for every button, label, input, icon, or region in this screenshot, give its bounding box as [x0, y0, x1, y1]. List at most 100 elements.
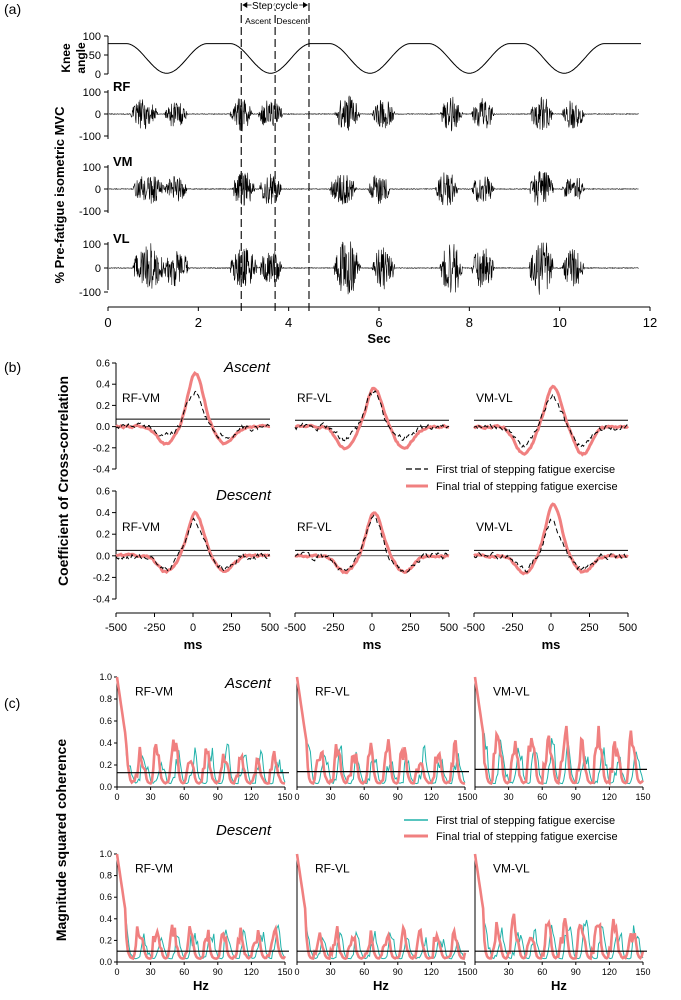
- knee-y-tick-label: 0: [95, 69, 101, 81]
- xcorr-y-tick-label: 0.4: [96, 508, 110, 519]
- xcorr-x-tick-label: 0: [548, 622, 554, 634]
- coh-y-tick-label: 1.0: [99, 672, 112, 682]
- emg-trace-VL: [108, 241, 639, 295]
- coh-pair-label: RF-VM: [135, 685, 173, 699]
- xcorr-y-tick-label: 0.2: [96, 530, 110, 541]
- xcorr-x-tick-label: -500: [105, 622, 127, 634]
- coh-y-tick-label: 0.8: [99, 871, 112, 881]
- coh-x-tick-label: 0: [114, 967, 119, 977]
- panel-a-x-tick-label: 12: [643, 315, 657, 330]
- xcorr-pair-label: VM-VL: [476, 391, 513, 405]
- coh-x-tick-label: 150: [277, 967, 292, 977]
- coh-plot-RF-VM-ascent: 1.0 0.8 0.6 0.4 0.2 0.00 30 60 90 120 150 RF-VM: [99, 672, 292, 802]
- knee-y-tick-label: 50: [89, 50, 101, 62]
- xcorr-y-tick-label: -0.4: [93, 595, 111, 606]
- xcorr-pair-label: VM-VL: [476, 520, 513, 534]
- emg-trace-VM: [108, 171, 639, 206]
- step-cycle-arrowhead-right: [302, 2, 308, 8]
- panel-a-x-tick-label: 2: [195, 315, 202, 330]
- xcorr-plot-RF-VL-descent: RF-VL -500 -250 0 250 500 ms: [284, 511, 458, 652]
- xcorr-final-trial-line: [115, 371, 271, 446]
- xcorr-first-trial-line: [115, 517, 271, 573]
- ascent-label: Ascent: [245, 16, 272, 26]
- coh-legend-first-label: First trial of stepping fatigue exercise: [436, 815, 615, 827]
- knee-y-tick-label: 100: [83, 31, 101, 43]
- xcorr-final-trial-line: [294, 386, 450, 451]
- coh-plot-VM-VL-descent: 0 30 60 90 120 150 VM-VL Hz: [472, 853, 651, 993]
- coh-x-tick-label: 150: [457, 967, 472, 977]
- xcorr-first-trial-line: [294, 390, 450, 443]
- xcorr-x-tick-label: 500: [619, 622, 637, 634]
- xcorr-plot-RF-VL-ascent: RF-VL: [294, 386, 450, 451]
- xcorr-y-tick-label: 0.0: [96, 422, 110, 433]
- xcorr-x-label: ms: [363, 637, 382, 652]
- xcorr-final-trial-line: [294, 511, 450, 575]
- coh-x-tick-label: 30: [146, 792, 156, 802]
- coh-x-tick-label: 30: [504, 967, 514, 977]
- knee-label-top: Knee: [59, 43, 73, 73]
- coh-x-tick-label: 90: [571, 967, 581, 977]
- panel-a-y-label: % Pre-fatigue isometric MVC: [52, 106, 67, 284]
- emg-y-tick-label: -100: [79, 206, 101, 218]
- coh-x-tick-label: 120: [602, 967, 617, 977]
- xcorr-x-tick-label: 250: [580, 622, 598, 634]
- coh-x-tick-label: 120: [602, 792, 617, 802]
- xcorr-x-tick-label: 0: [369, 622, 375, 634]
- coh-x-label: Hz: [193, 978, 209, 993]
- coh-x-tick-label: 60: [179, 967, 189, 977]
- coh-x-tick-label: 60: [359, 967, 369, 977]
- xcorr-x-tick-label: -500: [284, 622, 306, 634]
- xcorr-y-tick-label: 0.6: [96, 487, 110, 498]
- xcorr-pair-label: RF-VL: [297, 391, 332, 405]
- emg-y-tick-label: 0: [95, 109, 101, 121]
- coh-x-tick-label: 60: [537, 792, 547, 802]
- step-cycle-label: Step cycle: [252, 1, 299, 12]
- coh-final-trial-line: [473, 853, 645, 961]
- coh-x-label: Hz: [551, 978, 567, 993]
- emg-y-tick-label: 100: [83, 87, 101, 99]
- coh-pair-label: VM-VL: [493, 685, 530, 699]
- emg-label-RF: RF: [113, 79, 130, 94]
- xcorr-row-title-ascent: Ascent: [223, 359, 271, 376]
- emg-y-tick-label: 100: [83, 162, 101, 174]
- coh-pair-label: RF-VL: [315, 685, 350, 699]
- panel-a-x-tick-label: 8: [466, 315, 473, 330]
- xcorr-pair-label: RF-VM: [122, 520, 160, 534]
- coh-y-tick-label: 0.6: [99, 892, 112, 902]
- coh-final-trial-line: [473, 676, 644, 786]
- xcorr-x-tick-label: 250: [222, 622, 240, 634]
- coh-final-trial-line: [115, 676, 286, 785]
- coh-x-tick-label: 150: [277, 792, 292, 802]
- coh-x-tick-label: 60: [537, 967, 547, 977]
- xcorr-x-tick-label: 0: [190, 622, 196, 634]
- xcorr-pair-label: RF-VL: [297, 520, 332, 534]
- xcorr-y-tick-label: 0.2: [96, 401, 110, 412]
- panel-label-b: (b): [4, 359, 21, 375]
- coh-x-tick-label: 120: [424, 967, 439, 977]
- panel-a-x-tick-label: 0: [104, 315, 111, 330]
- xcorr-x-tick-label: -250: [143, 622, 165, 634]
- emg-y-tick-label: -100: [79, 131, 101, 143]
- xcorr-x-tick-label: 500: [261, 622, 279, 634]
- xcorr-plot-VM-VL-descent: VM-VL -500 -250 0 250 500 ms: [463, 502, 637, 652]
- coh-legend-final-label: Final trial of stepping fatigue exercise: [436, 831, 618, 843]
- coh-x-label: Hz: [373, 978, 389, 993]
- coh-x-tick-label: 120: [244, 792, 259, 802]
- coh-x-tick-label: 60: [359, 792, 369, 802]
- coh-x-tick-label: 60: [179, 792, 189, 802]
- emg-y-tick-label: 0: [95, 263, 101, 275]
- coh-y-tick-label: 0.4: [99, 738, 112, 748]
- xcorr-y-tick-label: 0.6: [96, 359, 110, 370]
- coh-x-tick-label: 0: [472, 967, 477, 977]
- xcorr-x-tick-label: -250: [322, 622, 344, 634]
- coh-x-tick-label: 0: [472, 792, 477, 802]
- coh-pair-label: RF-VM: [135, 861, 173, 875]
- coh-x-tick-label: 90: [393, 792, 403, 802]
- coh-plot-RF-VL-descent: 0 30 60 90 120 150 RF-VL Hz: [294, 853, 473, 993]
- coh-x-tick-label: 0: [114, 792, 119, 802]
- coh-y-tick-label: 0.0: [99, 782, 112, 792]
- xcorr-first-trial-line: [473, 392, 629, 448]
- coh-plot-VM-VL-ascent: 0 30 60 90 120 150 VM-VL: [472, 676, 651, 802]
- coh-y-label: Magnitude squared coherence: [53, 739, 69, 941]
